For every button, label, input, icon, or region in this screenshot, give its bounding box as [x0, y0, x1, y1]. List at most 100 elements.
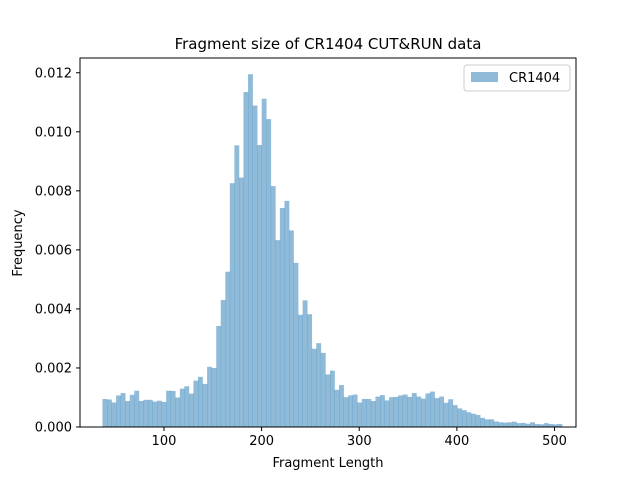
- x-tick-label: 100: [152, 434, 177, 449]
- y-axis: 0.000 0.002 0.004 0.006 0.008 0.010 0.012: [35, 66, 80, 436]
- histogram-bar: [380, 395, 385, 427]
- histogram-bar: [193, 380, 199, 427]
- histogram-bar: [489, 419, 495, 427]
- histogram-bar: [439, 396, 445, 427]
- histogram-bar: [161, 401, 167, 427]
- histogram-bar: [434, 398, 440, 427]
- histogram-bar: [125, 401, 131, 427]
- histogram-bar: [257, 145, 263, 428]
- histogram-bar: [298, 314, 303, 427]
- histogram-bar: [521, 422, 526, 427]
- histogram-bar: [152, 401, 158, 427]
- histogram-bar: [361, 398, 367, 427]
- histogram-bar: [293, 262, 299, 427]
- histogram-bar: [316, 343, 322, 427]
- histogram-bar: [420, 398, 426, 427]
- histogram-bar: [557, 424, 563, 427]
- histogram-bar: [530, 422, 535, 427]
- histogram-bar: [471, 413, 476, 427]
- histogram-bar: [407, 396, 413, 427]
- x-tick-label: 500: [542, 434, 567, 449]
- histogram-bar: [352, 394, 358, 427]
- bars-group: [102, 74, 563, 428]
- y-tick-label: 0.010: [35, 125, 72, 140]
- histogram-bar: [366, 398, 372, 427]
- histogram-bar: [339, 385, 344, 427]
- y-tick-label: 0.012: [35, 66, 72, 81]
- x-axis: 100 200 300 400 500: [152, 427, 567, 449]
- histogram-bar: [430, 391, 435, 427]
- histogram-bar: [502, 422, 508, 427]
- x-tick-label: 400: [444, 434, 469, 449]
- histogram-bar: [225, 271, 231, 427]
- histogram-bar: [157, 400, 162, 427]
- histogram-bar: [175, 397, 181, 427]
- histogram-bar: [279, 207, 285, 427]
- histogram-bar: [461, 410, 467, 427]
- histogram-bar: [320, 352, 326, 427]
- plot-frame: [79, 57, 577, 428]
- histogram-bar: [498, 422, 504, 427]
- histogram-bar: [147, 399, 153, 427]
- histogram-bar: [393, 396, 399, 427]
- histogram-bar: [211, 367, 217, 427]
- histogram-bar: [466, 412, 472, 427]
- histogram-bar: [452, 405, 458, 427]
- x-tick-label: 200: [249, 434, 274, 449]
- histogram-bar: [375, 396, 381, 427]
- histogram-bar: [307, 314, 313, 427]
- histogram-bar: [525, 423, 531, 427]
- histogram-bar: [111, 402, 117, 427]
- histogram-bar: [443, 402, 449, 427]
- histogram-bar: [207, 366, 212, 427]
- histogram-bar: [534, 424, 540, 427]
- histogram-bar: [425, 393, 431, 427]
- y-tick-label: 0.002: [35, 361, 72, 376]
- histogram-bar: [107, 399, 112, 427]
- histogram-bar: [220, 300, 226, 427]
- histogram-bar: [448, 399, 454, 427]
- histogram-bar: [548, 424, 554, 427]
- histogram-bar: [179, 388, 185, 427]
- histogram-bar: [552, 424, 558, 427]
- histogram-bar: [238, 177, 244, 427]
- histogram-bar: [248, 74, 253, 428]
- legend: CR1404: [463, 64, 571, 92]
- histogram-bar: [329, 370, 335, 427]
- histogram-bar: [129, 394, 135, 427]
- histogram-bar: [289, 230, 294, 427]
- y-tick-label: 0.006: [35, 243, 72, 258]
- histogram-bar: [384, 400, 390, 427]
- histogram-bar: [516, 423, 522, 427]
- histogram-bar: [480, 417, 485, 427]
- histogram-bar: [252, 105, 258, 428]
- chart-title: Fragment size of CR1404 CUT&RUN data: [175, 35, 482, 53]
- histogram-bar: [348, 395, 354, 427]
- histogram-bar: [166, 390, 172, 427]
- histogram-bar: [511, 421, 517, 427]
- histogram-bar: [120, 393, 126, 427]
- histogram-bar: [325, 374, 331, 427]
- y-tick-label: 0.004: [35, 302, 72, 317]
- histogram-bar: [138, 401, 144, 427]
- histogram-bar: [389, 397, 394, 427]
- histogram-bar: [198, 376, 203, 427]
- histogram-bar: [507, 422, 513, 427]
- histogram-bar: [275, 240, 281, 427]
- y-tick-label: 0.008: [35, 184, 72, 199]
- histogram-bar: [116, 395, 121, 427]
- histogram-bar: [370, 401, 376, 427]
- histogram-bar: [188, 393, 194, 427]
- histogram-bar: [270, 186, 276, 427]
- histogram-bar: [266, 119, 272, 428]
- histogram-bar: [134, 390, 140, 427]
- histogram-bar: [261, 98, 267, 427]
- y-axis-title: Frequency: [11, 209, 26, 276]
- histogram-bar: [311, 348, 317, 427]
- histogram-bar: [334, 389, 340, 427]
- x-axis-title: Fragment Length: [272, 456, 383, 471]
- histogram-bar: [543, 423, 549, 427]
- histogram-bar: [402, 394, 408, 427]
- plot-background: [80, 58, 576, 427]
